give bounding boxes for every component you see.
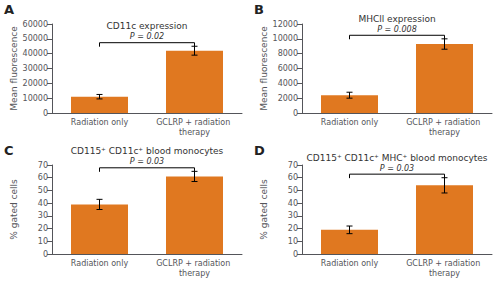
svg-text:30: 30 — [288, 211, 298, 220]
svg-text:B: B — [254, 2, 264, 17]
svg-text:10: 10 — [38, 237, 48, 246]
svg-text:Mean fluorescence: Mean fluorescence — [9, 26, 19, 111]
svg-text:P = 0.008: P = 0.008 — [377, 25, 417, 34]
svg-text:GCLRP + radiation: GCLRP + radiation — [156, 259, 233, 268]
svg-text:10000: 10000 — [273, 34, 298, 43]
svg-text:therapy: therapy — [429, 128, 460, 137]
svg-text:40000: 40000 — [23, 49, 48, 58]
svg-text:0: 0 — [293, 250, 298, 259]
svg-text:P = 0.02: P = 0.02 — [130, 32, 164, 41]
svg-text:60000: 60000 — [23, 20, 48, 29]
svg-text:0: 0 — [43, 109, 48, 118]
svg-text:D: D — [254, 143, 265, 158]
svg-text:0: 0 — [293, 109, 298, 118]
svg-text:therapy: therapy — [179, 269, 210, 278]
svg-text:60: 60 — [288, 173, 298, 182]
svg-text:CD115⁺ CD11c⁺ MHC⁺ blood monoc: CD115⁺ CD11c⁺ MHC⁺ blood monocytes — [307, 153, 488, 163]
svg-text:GCLRP + radiation: GCLRP + radiation — [406, 259, 483, 268]
svg-text:10: 10 — [288, 237, 298, 246]
svg-text:2000: 2000 — [278, 94, 298, 103]
svg-text:10000: 10000 — [23, 94, 48, 103]
svg-text:12000: 12000 — [273, 20, 298, 29]
svg-text:Radiation only: Radiation only — [71, 118, 129, 127]
svg-text:50000: 50000 — [23, 34, 48, 43]
svg-text:40: 40 — [288, 199, 298, 208]
svg-text:20: 20 — [38, 224, 48, 233]
svg-text:50: 50 — [288, 186, 298, 195]
svg-text:20: 20 — [288, 224, 298, 233]
svg-text:8000: 8000 — [278, 49, 298, 58]
svg-text:Radiation only: Radiation only — [321, 259, 379, 268]
svg-text:40: 40 — [38, 199, 48, 208]
svg-text:70: 70 — [38, 161, 48, 170]
svg-text:Radiation only: Radiation only — [71, 259, 129, 268]
svg-text:60: 60 — [38, 173, 48, 182]
svg-text:therapy: therapy — [429, 269, 460, 278]
svg-text:C: C — [4, 143, 14, 158]
svg-text:CD11c expression: CD11c expression — [106, 21, 187, 31]
svg-text:50: 50 — [38, 186, 48, 195]
svg-text:30: 30 — [38, 211, 48, 220]
svg-text:therapy: therapy — [179, 128, 210, 137]
svg-text:% gated cells: % gated cells — [9, 179, 19, 240]
svg-text:Mean fluorescence: Mean fluorescence — [259, 26, 269, 111]
svg-text:A: A — [4, 2, 14, 17]
svg-text:70: 70 — [288, 161, 298, 170]
svg-text:CD115⁺ CD11c⁺ blood monocytes: CD115⁺ CD11c⁺ blood monocytes — [71, 146, 224, 156]
svg-text:% gated cells: % gated cells — [259, 179, 269, 240]
svg-text:P = 0.03: P = 0.03 — [380, 164, 414, 173]
svg-text:P = 0.03: P = 0.03 — [130, 157, 164, 166]
svg-text:20000: 20000 — [23, 79, 48, 88]
svg-text:GCLRP + radiation: GCLRP + radiation — [406, 118, 483, 127]
svg-text:Radiation only: Radiation only — [321, 118, 379, 127]
svg-text:MHCll expression: MHCll expression — [358, 14, 435, 24]
svg-text:30000: 30000 — [23, 64, 48, 73]
svg-text:6000: 6000 — [278, 64, 298, 73]
svg-text:4000: 4000 — [278, 79, 298, 88]
svg-text:GCLRP + radiation: GCLRP + radiation — [156, 118, 233, 127]
svg-text:0: 0 — [43, 250, 48, 259]
